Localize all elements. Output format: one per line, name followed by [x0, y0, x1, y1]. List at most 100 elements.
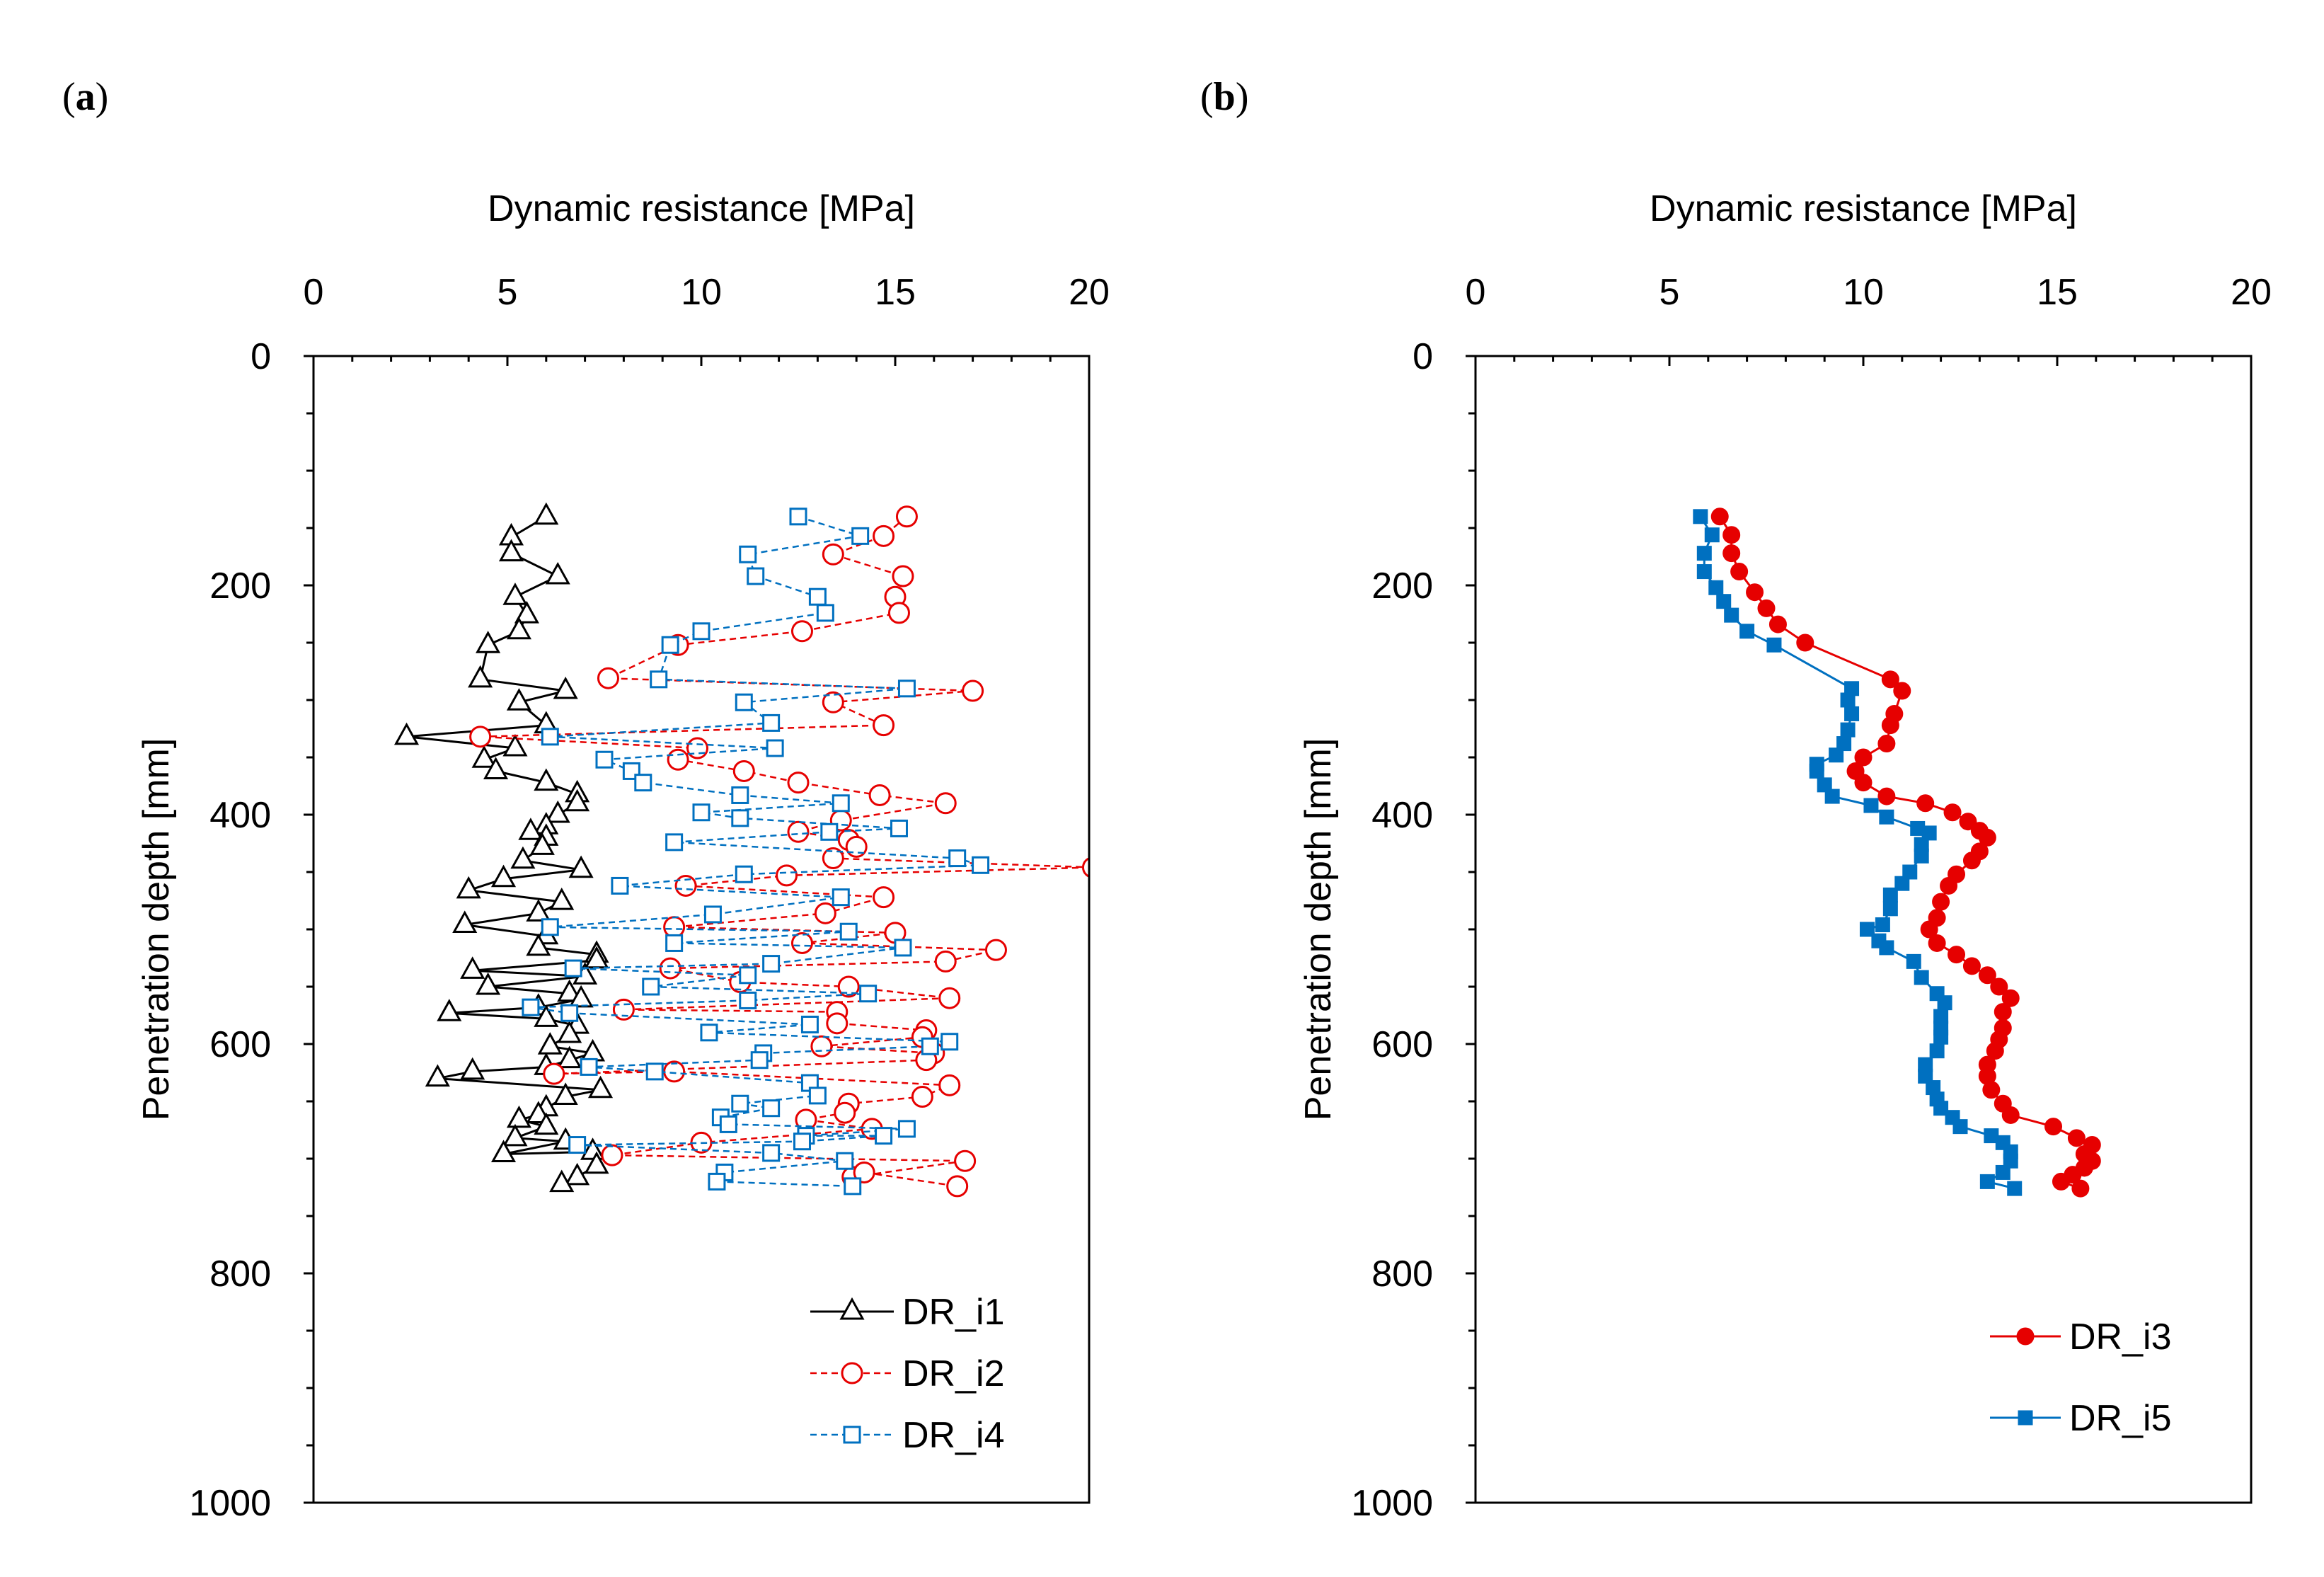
data-point	[1809, 763, 1824, 779]
data-point	[534, 768, 559, 791]
data-point	[822, 691, 844, 713]
data-point	[565, 1162, 590, 1186]
legend-marker	[2016, 1327, 2035, 1346]
panel-a-y-tick-labels: 0 200 400 600 800 1000	[189, 336, 271, 1524]
data-point	[526, 899, 551, 922]
data-point	[1893, 682, 1911, 700]
data-point	[526, 933, 551, 956]
data-point	[2001, 1106, 2020, 1124]
data-point	[1943, 803, 1962, 822]
data-point	[892, 565, 914, 587]
data-point	[1768, 615, 1787, 633]
data-point	[490, 864, 517, 888]
data-point	[1978, 828, 1996, 847]
data-point	[1879, 809, 1894, 825]
x-tick-label: 0	[304, 272, 324, 313]
panel-b-x-tick-labels: 0 5 10 15 20	[1466, 272, 2272, 313]
legend-label: DR_i5	[2069, 1398, 2172, 1439]
data-point	[750, 1051, 769, 1070]
data-point	[1940, 876, 1958, 895]
data-point	[826, 1012, 849, 1035]
data-point	[1986, 1042, 2004, 1060]
data-point	[650, 670, 668, 689]
legend-label: DR_i1	[902, 1292, 1005, 1333]
data-point	[522, 998, 540, 1016]
data-point	[1730, 563, 1749, 581]
panel-a-y-axis-title: Penetration depth [mm]	[136, 738, 177, 1121]
data-point	[1952, 1119, 1968, 1135]
panel-b-x-axis-title: Dynamic resistance [MPa]	[1650, 188, 2077, 229]
data-point	[460, 956, 485, 979]
data-point	[595, 750, 614, 769]
data-point	[875, 1127, 893, 1145]
panel-b-label-letter: b	[1214, 75, 1236, 119]
data-point	[789, 507, 807, 526]
data-point	[897, 1120, 916, 1138]
data-point	[1920, 920, 1938, 939]
data-point	[816, 604, 834, 622]
legend-marker	[2018, 1410, 2033, 1426]
data-point	[565, 788, 590, 812]
data-point	[1894, 876, 1910, 891]
series-dr-i5	[1693, 509, 2023, 1196]
data-point	[642, 977, 660, 996]
data-point	[568, 1136, 587, 1154]
data-point	[1882, 887, 1898, 902]
data-point	[541, 918, 559, 936]
data-point	[1902, 864, 1918, 880]
data-point	[1881, 670, 1899, 689]
data-point	[911, 1086, 933, 1108]
data-point	[954, 1149, 977, 1172]
y-tick-label: 800	[1371, 1254, 1433, 1295]
data-point	[2067, 1129, 2086, 1147]
data-point	[1081, 857, 1089, 878]
data-point	[834, 1101, 856, 1124]
data-point	[518, 818, 543, 840]
legend-entry: DR_i2	[810, 1353, 1005, 1394]
panel-b-y-tick-labels: 0 200 400 600 800 1000	[1351, 336, 1433, 1524]
legend-label: DR_i4	[902, 1415, 1005, 1456]
data-point	[762, 713, 781, 732]
panel-b-plot-area	[1693, 507, 2101, 1198]
data-point	[1933, 1029, 1949, 1045]
data-point	[1921, 825, 1937, 841]
data-point	[1979, 1174, 1995, 1189]
data-point	[731, 1094, 749, 1113]
data-point	[1948, 946, 1966, 964]
data-point	[1836, 736, 1852, 752]
data-point	[549, 888, 575, 910]
data-point	[790, 931, 813, 954]
panel-a-label-letter: a	[76, 75, 96, 119]
data-point	[820, 822, 839, 841]
data-point	[1879, 940, 1894, 956]
data-point	[597, 667, 619, 689]
data-point	[1937, 995, 1952, 1011]
data-point	[2003, 1153, 2018, 1169]
y-tick-label: 1000	[1351, 1483, 1433, 1524]
data-point	[545, 800, 570, 823]
data-point	[972, 856, 990, 874]
data-point	[1882, 901, 1898, 917]
data-point	[498, 539, 524, 562]
data-point	[476, 631, 501, 653]
data-point	[776, 864, 798, 887]
data-point	[534, 1112, 559, 1135]
data-point	[452, 910, 478, 934]
legend-entry: DR_i4	[810, 1415, 1005, 1456]
panel-a-plot-frame	[312, 355, 1091, 1504]
data-point	[460, 1057, 485, 1080]
data-point	[814, 902, 836, 924]
data-point	[1914, 848, 1929, 864]
data-point	[580, 1057, 598, 1076]
data-point	[921, 1037, 939, 1055]
data-point	[787, 772, 810, 794]
data-point	[810, 1035, 833, 1057]
data-point	[1739, 624, 1755, 639]
data-point	[663, 1060, 686, 1083]
data-point	[1906, 953, 1921, 969]
data-point	[1840, 692, 1856, 708]
data-point	[859, 985, 878, 1003]
x-tick-label: 20	[1069, 272, 1110, 313]
data-point	[762, 1099, 781, 1118]
data-point	[1844, 706, 1860, 721]
